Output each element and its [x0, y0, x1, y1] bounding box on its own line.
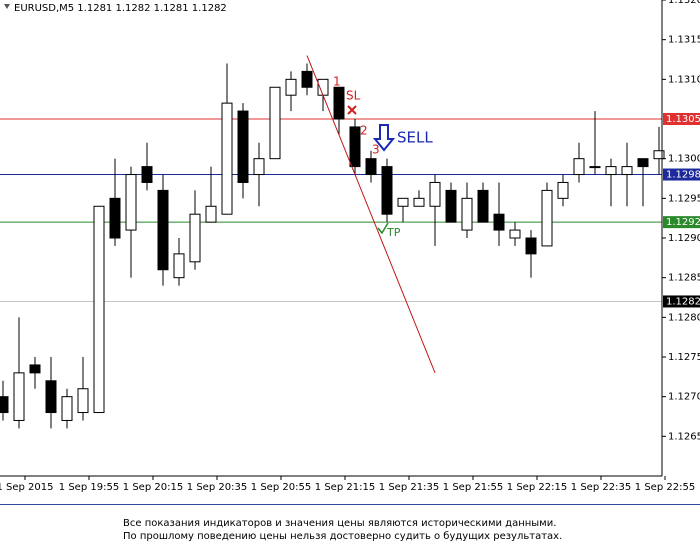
candle-body — [0, 396, 9, 414]
level-tag — [663, 295, 700, 308]
marker-3: 3 — [372, 143, 380, 157]
trend-line — [306, 55, 436, 374]
symbol-icon — [4, 4, 10, 9]
candle-body — [109, 197, 121, 239]
candle-body — [429, 181, 441, 207]
candle-body — [637, 158, 649, 168]
candle-body — [141, 166, 153, 183]
candle-body — [509, 229, 521, 239]
candle-body — [381, 166, 393, 215]
level-tag-label: 1.1282 — [666, 296, 700, 307]
candle-body — [541, 189, 553, 247]
y-tick-label: 1.1280 — [668, 312, 700, 323]
level-tag-label: 1.1305 — [666, 114, 700, 125]
sl-cross — [347, 105, 357, 115]
candle-body — [29, 364, 41, 374]
chart-title: EURUSD,M5 1.1281 1.1282 1.1281 1.1282 — [14, 3, 227, 14]
y-tick-label: 1.1300 — [668, 154, 700, 165]
candle-body — [269, 86, 281, 160]
candle-body — [461, 197, 473, 231]
x-tick-label: 1 Sep 22:15 — [507, 482, 567, 493]
candle-body — [589, 166, 601, 169]
x-tick-label: 1 Sep 19:55 — [59, 482, 119, 493]
y-tick-label: 1.1315 — [668, 35, 700, 46]
candle-body — [413, 197, 425, 207]
candle-body — [573, 158, 585, 176]
candle-body — [93, 205, 105, 414]
candle-body — [285, 78, 297, 96]
candle-body — [125, 174, 137, 231]
sell-label: SELL — [397, 129, 433, 147]
y-tick-label: 1.1270 — [668, 392, 700, 403]
candle-body — [45, 380, 57, 414]
x-tick-label: 1 Sep 21:55 — [443, 482, 503, 493]
candle-body — [653, 150, 665, 160]
plot-area — [0, 55, 665, 429]
y-tick-label: 1.1295 — [668, 193, 700, 204]
marker-2: 2 — [360, 124, 368, 138]
candle-body — [605, 166, 617, 176]
y-tick-label: 1.1310 — [668, 74, 700, 85]
x-tick-label: 1 Sep 2015 — [0, 482, 54, 493]
x-tick-label: 1 Sep 22:35 — [571, 482, 631, 493]
x-tick-label: 1 Sep 20:35 — [187, 482, 247, 493]
level-tag-label: 1.1292 — [666, 217, 700, 228]
candle-body — [13, 372, 25, 421]
y-tick-label: 1.1290 — [668, 233, 700, 244]
candle-body — [333, 86, 345, 120]
y-tick-label: 1.1275 — [668, 352, 700, 363]
x-tick-label: 1 Sep 21:15 — [315, 482, 375, 493]
tp-label: TP — [386, 226, 401, 239]
chart: EURUSD,M5 1.1281 1.1282 1.1281 1.1282 1 … — [0, 0, 700, 493]
y-tick-label: 1.1265 — [668, 431, 700, 442]
disclaimer-line: Все показания индикаторов и значения цен… — [123, 518, 557, 529]
x-tick-label: 1 Sep 20:15 — [123, 482, 183, 493]
candle-body — [621, 166, 633, 176]
x-tick-label: 1 Sep 20:55 — [251, 482, 311, 493]
marker-1: 1 — [333, 75, 341, 89]
candle-body — [61, 396, 73, 421]
candle-body — [157, 189, 169, 271]
disclaimer-line: По прошлому поведению цены нельзя достов… — [123, 531, 563, 542]
candle-body — [349, 126, 361, 168]
candle-body — [365, 158, 377, 176]
candle-body — [445, 189, 457, 223]
level-tag-label: 1.1298 — [666, 170, 700, 181]
sell-arrow — [372, 124, 396, 152]
candle-body — [301, 70, 313, 88]
candle-body — [189, 213, 201, 263]
level-tag — [663, 216, 700, 229]
candle-body — [253, 158, 265, 176]
tp-check — [377, 222, 389, 235]
candle-body — [205, 205, 217, 223]
level-tag — [663, 113, 700, 125]
candle-body — [237, 110, 249, 183]
candle-body — [77, 388, 89, 414]
candle-body — [221, 102, 233, 215]
candle-body — [173, 253, 185, 279]
candle-body — [557, 181, 569, 199]
level-tag — [663, 168, 700, 181]
candle-body — [477, 189, 489, 223]
candle-body — [493, 213, 505, 231]
sl-label: SL — [346, 89, 361, 103]
y-tick-label: 1.1320 — [668, 0, 700, 6]
x-tick-label: 1 Sep 21:35 — [379, 482, 439, 493]
x-tick-label: 1 Sep 22:55 — [635, 482, 695, 493]
disclaimer: Все показания индикаторов и значения цен… — [0, 504, 700, 553]
candle-body — [525, 237, 537, 255]
y-tick-label: 1.1285 — [668, 273, 700, 284]
candle-body — [397, 197, 409, 207]
